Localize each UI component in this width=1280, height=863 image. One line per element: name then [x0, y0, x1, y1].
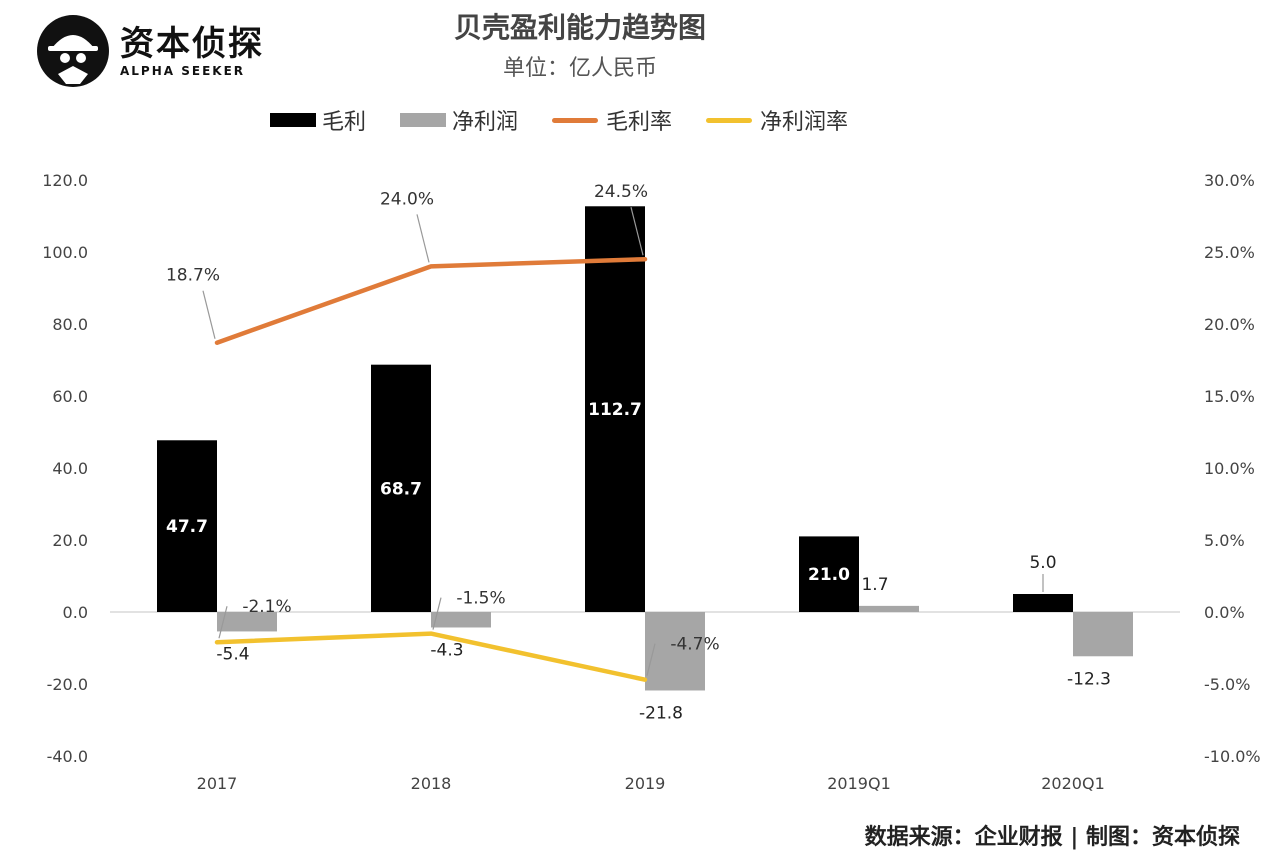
data-label-leader: [432, 597, 442, 630]
y-right-tick-label: 30.0%: [1204, 171, 1255, 190]
chart-subtitle: 单位：亿人民币: [502, 56, 657, 81]
gross-margin-data-label: 24.5%: [594, 182, 648, 202]
gross-profit-data-label: 21.0: [808, 565, 850, 585]
y-left-tick-label: -20.0: [47, 675, 88, 694]
y-right-tick-label: -5.0%: [1204, 675, 1250, 694]
y-right-tick-label: 10.0%: [1204, 459, 1255, 478]
data-label-leader: [630, 207, 644, 256]
legend-label: 毛利: [322, 110, 367, 135]
gross-profit-bar: [1013, 594, 1073, 612]
y-left-tick-label: 40.0: [52, 459, 88, 478]
gross-profit-data-label: 47.7: [166, 517, 208, 537]
net-profit-data-label: -5.4: [216, 644, 249, 664]
gross-profit-bar: [157, 440, 217, 612]
legend-label: 净利润: [452, 110, 519, 135]
legend-item-net-profit: 净利润: [400, 104, 518, 136]
net-margin-data-label: -1.5%: [456, 589, 505, 609]
legend-swatch: [400, 113, 447, 127]
data-label-leader: [202, 290, 216, 339]
legend-item-gross-margin: 毛利率: [552, 104, 672, 136]
y-left-tick-label: 80.0: [52, 315, 88, 334]
gross-profit-bar: [371, 364, 431, 612]
y-left-tick-label: 120.0: [42, 171, 88, 190]
y-left-tick-label: 60.0: [52, 387, 88, 406]
gross-profit-data-label: 5.0: [1029, 553, 1056, 573]
x-tick-label: 2017: [197, 774, 238, 793]
gross-profit-data-label: 112.7: [588, 400, 642, 420]
net-profit-bar: [1073, 612, 1133, 657]
net-profit-bar: [645, 612, 705, 691]
data-label-leader: [416, 214, 430, 263]
gross-profit-bar: [585, 206, 645, 612]
y-right-tick-label: 0.0%: [1204, 603, 1245, 622]
y-left-tick-label: 20.0: [52, 531, 88, 550]
x-tick-label: 2019Q1: [827, 774, 891, 793]
logo-name-cn: 资本侦探: [120, 24, 264, 64]
gross-margin-data-label: 24.0%: [380, 189, 434, 209]
legend-item-gross-profit: 毛利: [270, 104, 366, 136]
y-right-tick-label: 20.0%: [1204, 315, 1255, 334]
net-profit-data-label: -21.8: [639, 703, 683, 723]
y-left-tick-label: 100.0: [42, 243, 88, 262]
legend-item-net-margin: 净利润率: [706, 104, 848, 136]
legend-swatch: [552, 117, 599, 123]
legend-label: 毛利率: [606, 110, 673, 135]
y-left-tick-label: -40.0: [47, 747, 88, 766]
y-left-tick-label: 0.0: [63, 603, 88, 622]
logo-name-en: ALPHA SEEKER: [120, 64, 246, 78]
gross-profit-bar: [799, 536, 859, 612]
net-profit-data-label: -12.3: [1067, 669, 1111, 689]
source-footer: 数据来源：企业财报 | 制图：资本侦探: [864, 824, 1240, 850]
y-right-tick-label: 5.0%: [1204, 531, 1245, 550]
net-profit-bar: [859, 605, 919, 612]
net-margin-line: [214, 631, 648, 682]
logo: 资本侦探 ALPHA SEEKER: [36, 14, 264, 88]
y-right-tick-label: -10.0%: [1204, 747, 1261, 766]
x-tick-label: 2020Q1: [1041, 774, 1105, 793]
chart-title: 贝壳盈利能力趋势图: [453, 11, 706, 44]
x-tick-label: 2019: [625, 774, 666, 793]
net-profit-bar: [217, 612, 277, 632]
legend: 毛利 净利润 毛利率 净利润率: [270, 104, 882, 136]
y-right-tick-label: 25.0%: [1204, 243, 1255, 262]
gross-margin-data-label: 18.7%: [166, 266, 220, 286]
net-profit-bar: [431, 612, 491, 628]
net-profit-data-label: -4.3: [430, 640, 463, 660]
legend-swatch: [270, 113, 316, 127]
data-label-leader: [218, 606, 228, 639]
y-right-tick-label: 15.0%: [1204, 387, 1255, 406]
net-margin-data-label: -2.1%: [242, 597, 291, 617]
net-profit-data-label: 1.7: [861, 575, 888, 595]
gross-profit-data-label: 68.7: [380, 479, 422, 499]
data-label-leader: [646, 643, 656, 676]
legend-label: 净利润率: [760, 110, 849, 135]
gross-margin-line: [214, 256, 648, 345]
detective-logo-icon: [37, 15, 109, 87]
x-tick-label: 2018: [411, 774, 452, 793]
net-margin-data-label: -4.7%: [670, 635, 719, 655]
legend-swatch: [706, 117, 753, 123]
